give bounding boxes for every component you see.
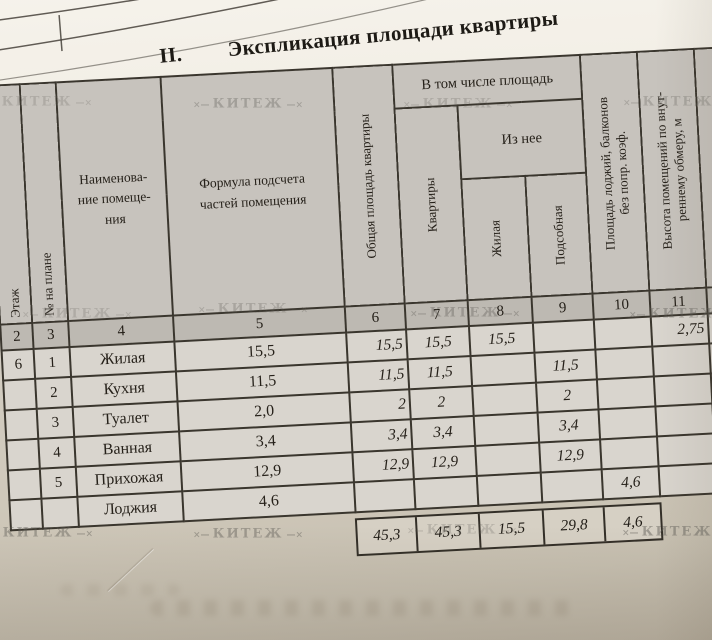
header-living: Жилая <box>461 175 532 301</box>
header-formula: Формула подсчета частей помещения <box>160 67 345 316</box>
loggia-area-sum: 4,6 <box>622 513 644 532</box>
page-top-margin: II. Экспликация площади квартиры <box>0 0 712 128</box>
header-auxiliary: Подсобная <box>525 172 593 297</box>
explication-table: Этаж № на плане Наименова- ние помеще- н… <box>0 45 712 531</box>
total-area-sum: 45,3 <box>356 517 419 555</box>
previous-table-curved-lines <box>0 0 616 83</box>
header-total-area: Общая площадь квартиры <box>332 64 405 307</box>
header-apartment: Квартиры <box>394 105 468 304</box>
auxiliary-area-sum: 29,8 <box>543 507 607 545</box>
header-room-name: Наименова- ние помеще- ния <box>55 76 173 322</box>
living-area-sum: 15,5 <box>479 510 546 548</box>
header-group-of-which: Из нее <box>457 98 587 180</box>
apartment-area-sum: 45,3 <box>416 513 482 552</box>
section-number: II. <box>158 41 184 68</box>
